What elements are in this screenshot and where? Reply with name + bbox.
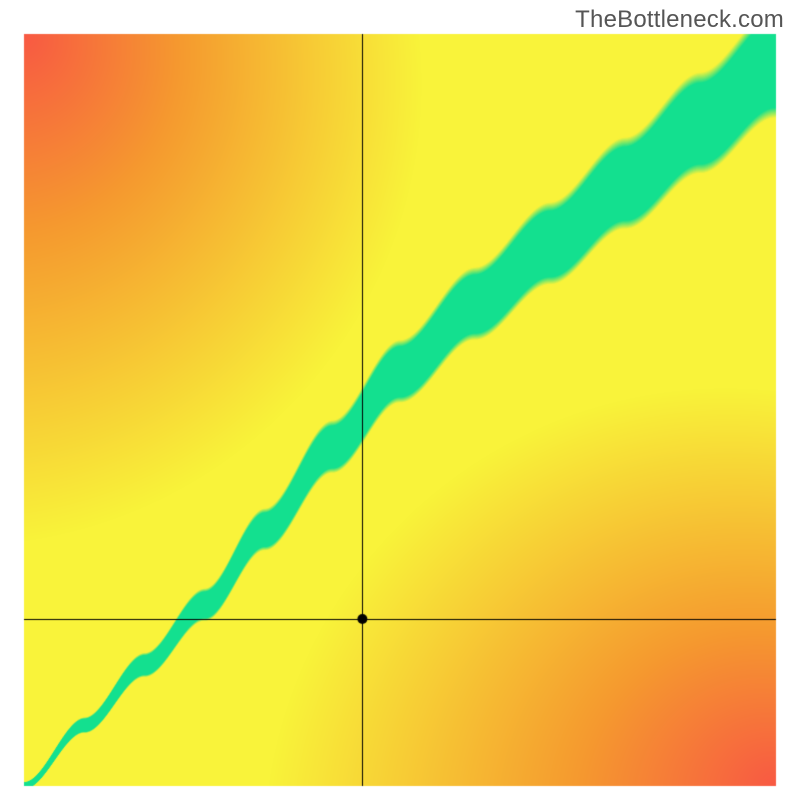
chart-container: TheBottleneck.com (0, 0, 800, 800)
watermark-text: TheBottleneck.com (575, 6, 784, 34)
heatmap-canvas (0, 0, 800, 800)
